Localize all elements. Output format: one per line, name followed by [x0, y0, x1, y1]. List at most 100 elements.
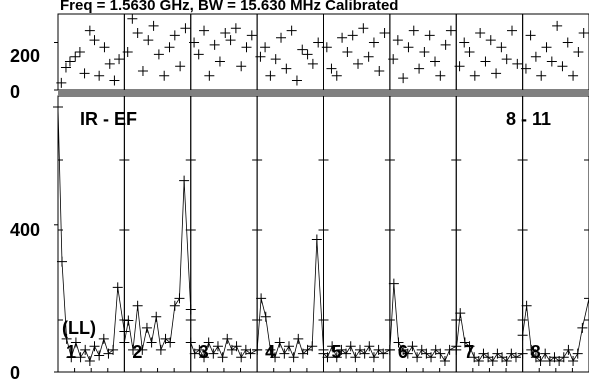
- top-scatter-point: [408, 25, 419, 36]
- bottom-series-point: [473, 355, 484, 366]
- top-scatter-point: [525, 30, 536, 41]
- bottom-series-point: [501, 355, 512, 366]
- top-panel-frame: [190, 13, 258, 91]
- bottom-series-point: [283, 341, 294, 352]
- top-scatter-point: [104, 58, 115, 69]
- bottom-series-point: [487, 355, 498, 366]
- top-scatter-point: [520, 63, 531, 74]
- panel-label-1: 1: [66, 342, 76, 362]
- top-scatter-point: [122, 47, 133, 57]
- bottom-series-point: [540, 348, 551, 359]
- top-scatter-point: [225, 35, 236, 46]
- panel-label-4: 4: [265, 342, 275, 362]
- bottom-series-point: [119, 337, 130, 348]
- top-scatter-point: [557, 61, 568, 72]
- top-scatter-point: [89, 35, 100, 46]
- top-scatter-point: [265, 70, 276, 81]
- bottom-series-point: [521, 300, 532, 311]
- bottom-series-point: [311, 234, 322, 245]
- panel-label-6: 6: [398, 342, 408, 362]
- bottom-series-line: [123, 180, 192, 352]
- bottom-series-point: [293, 333, 304, 344]
- bottom-series-line: [256, 239, 324, 359]
- panel-label-2: 2: [132, 342, 142, 362]
- top-scatter-point: [230, 23, 241, 34]
- top-panel-frame: [323, 13, 391, 91]
- top-scatter-point: [286, 25, 297, 36]
- top-scatter-point: [353, 58, 364, 69]
- top-scatter-point: [414, 63, 425, 74]
- top-scatter-point: [291, 75, 302, 86]
- bottom-series-point: [412, 352, 423, 363]
- top-scatter-point: [74, 47, 85, 57]
- top-scatter-point: [430, 56, 441, 67]
- bottom-series-point: [577, 322, 588, 333]
- top-scatter-point: [276, 32, 287, 43]
- top-scatter-point: [193, 49, 204, 60]
- top-scatter-point: [321, 42, 332, 53]
- bottom-series-point: [61, 333, 72, 344]
- top-scatter-point: [56, 77, 67, 88]
- top-scatter-point: [562, 37, 573, 48]
- top-scatter-point: [398, 73, 409, 84]
- bottom-panel-frame: [190, 95, 258, 373]
- top-scatter-point: [199, 25, 210, 36]
- top-scatter-point: [331, 70, 342, 81]
- top-scatter-point: [491, 68, 502, 79]
- mode-label: (LL): [62, 318, 96, 338]
- top-panel-frame: [522, 13, 589, 91]
- bottom-series-point: [368, 352, 379, 363]
- bottom-series-point: [123, 315, 134, 326]
- bottom-series-point: [364, 341, 375, 352]
- top-scatter-point: [501, 54, 512, 65]
- bottom-series-point: [265, 344, 276, 355]
- bottom-series-point: [439, 355, 450, 366]
- top-scatter-point: [379, 28, 390, 38]
- top-scatter-point: [464, 47, 475, 57]
- corner-label-left: IR - EF: [80, 109, 137, 129]
- top-scatter-point: [541, 42, 552, 53]
- bottom-series-point: [435, 348, 446, 359]
- bottom-series-point: [510, 352, 521, 363]
- bottom-series-point: [384, 344, 395, 355]
- bottom-series-point: [132, 300, 143, 311]
- bottom-ytick-0: 0: [10, 363, 20, 381]
- bottom-series-point: [98, 333, 109, 344]
- bottom-series-point: [141, 322, 152, 333]
- top-ytick-0: 0: [10, 82, 20, 102]
- bottom-series-point: [464, 341, 475, 352]
- top-scatter-point: [137, 66, 148, 76]
- panel-label-5: 5: [332, 342, 342, 362]
- bottom-series-point: [307, 341, 318, 352]
- bottom-series-point: [288, 352, 299, 363]
- bottom-series-point: [322, 352, 333, 363]
- bottom-series-point: [80, 344, 91, 355]
- top-scatter-point: [573, 47, 584, 57]
- bottom-series-point: [66, 352, 77, 363]
- top-scatter-point: [552, 20, 563, 31]
- bottom-series-point: [185, 337, 196, 348]
- top-scatter-point: [435, 70, 446, 81]
- bottom-series-point: [245, 348, 256, 359]
- top-scatter-point: [255, 51, 266, 62]
- bottom-series-point: [203, 337, 214, 348]
- top-scatter-point: [64, 56, 75, 67]
- bottom-series-point: [194, 344, 205, 355]
- bottom-series-point: [212, 341, 223, 352]
- top-scatter-point: [424, 30, 435, 41]
- bottom-series-point: [535, 355, 546, 366]
- bottom-series-point: [75, 352, 86, 363]
- top-scatter-point: [143, 35, 154, 46]
- top-scatter-point: [440, 39, 451, 50]
- top-scatter-point: [159, 70, 170, 81]
- bottom-series-point: [526, 344, 537, 355]
- top-scatter-point: [220, 28, 231, 38]
- bottom-series-point: [208, 348, 219, 359]
- top-scatter-point: [496, 42, 507, 53]
- bottom-series-point: [165, 337, 176, 348]
- bottom-series-point: [563, 344, 574, 355]
- top-scatter-point: [236, 61, 247, 72]
- top-scatter-point: [374, 66, 385, 76]
- bottom-series-point: [345, 341, 356, 352]
- top-scatter-point: [148, 20, 159, 31]
